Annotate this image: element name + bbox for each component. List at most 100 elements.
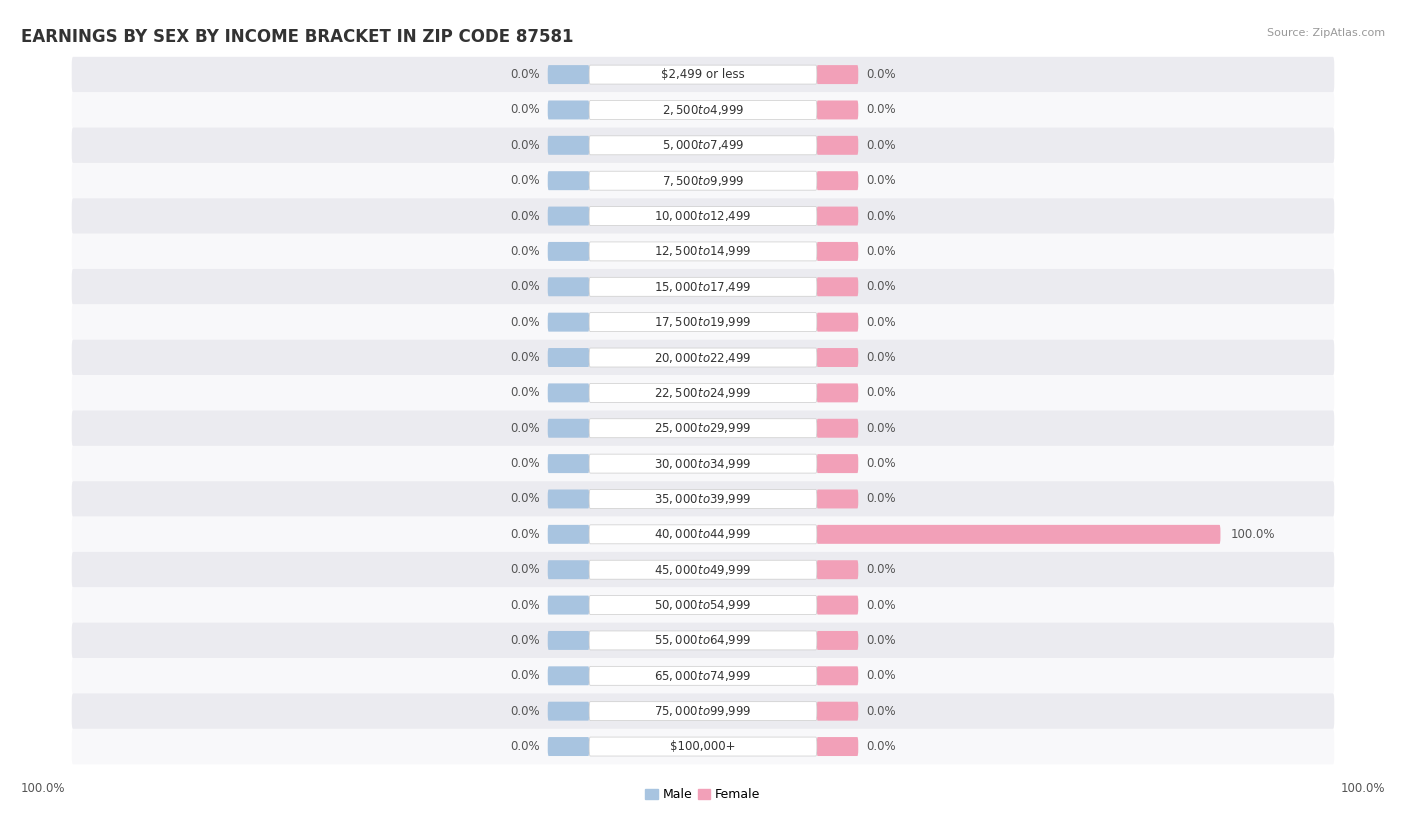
Text: 0.0%: 0.0% (866, 740, 896, 753)
FancyBboxPatch shape (589, 419, 817, 437)
FancyBboxPatch shape (548, 101, 589, 120)
Text: 0.0%: 0.0% (510, 634, 540, 647)
FancyBboxPatch shape (817, 313, 858, 332)
FancyBboxPatch shape (548, 737, 589, 756)
Text: $12,500 to $14,999: $12,500 to $14,999 (654, 245, 752, 259)
FancyBboxPatch shape (589, 172, 817, 190)
FancyBboxPatch shape (72, 516, 1334, 552)
Text: 0.0%: 0.0% (510, 705, 540, 718)
Text: $17,500 to $19,999: $17,500 to $19,999 (654, 315, 752, 329)
FancyBboxPatch shape (72, 375, 1334, 411)
Text: 100.0%: 100.0% (21, 782, 66, 795)
Text: 0.0%: 0.0% (510, 351, 540, 364)
Text: $20,000 to $22,499: $20,000 to $22,499 (654, 350, 752, 364)
Text: 0.0%: 0.0% (866, 386, 896, 399)
Text: 0.0%: 0.0% (866, 139, 896, 152)
FancyBboxPatch shape (72, 128, 1334, 163)
Text: 0.0%: 0.0% (510, 210, 540, 223)
Legend: Male, Female: Male, Female (641, 783, 765, 806)
FancyBboxPatch shape (817, 596, 858, 615)
FancyBboxPatch shape (589, 348, 817, 367)
Text: Source: ZipAtlas.com: Source: ZipAtlas.com (1267, 28, 1385, 38)
FancyBboxPatch shape (589, 737, 817, 756)
FancyBboxPatch shape (72, 57, 1334, 93)
FancyBboxPatch shape (589, 454, 817, 473)
Text: 0.0%: 0.0% (866, 280, 896, 293)
Text: $100,000+: $100,000+ (671, 740, 735, 753)
FancyBboxPatch shape (589, 313, 817, 332)
Text: 0.0%: 0.0% (510, 174, 540, 187)
FancyBboxPatch shape (817, 560, 858, 579)
FancyBboxPatch shape (817, 489, 858, 508)
FancyBboxPatch shape (548, 631, 589, 650)
Text: 0.0%: 0.0% (866, 634, 896, 647)
Text: $55,000 to $64,999: $55,000 to $64,999 (654, 633, 752, 647)
FancyBboxPatch shape (548, 313, 589, 332)
FancyBboxPatch shape (589, 277, 817, 296)
Text: 0.0%: 0.0% (510, 740, 540, 753)
Text: 0.0%: 0.0% (866, 457, 896, 470)
Text: 100.0%: 100.0% (1230, 528, 1275, 541)
FancyBboxPatch shape (589, 65, 817, 84)
FancyBboxPatch shape (589, 596, 817, 615)
FancyBboxPatch shape (548, 560, 589, 579)
Text: $2,499 or less: $2,499 or less (661, 68, 745, 81)
Text: 0.0%: 0.0% (510, 386, 540, 399)
FancyBboxPatch shape (589, 101, 817, 120)
FancyBboxPatch shape (589, 667, 817, 685)
Text: $35,000 to $39,999: $35,000 to $39,999 (654, 492, 752, 506)
FancyBboxPatch shape (589, 207, 817, 225)
Text: 0.0%: 0.0% (510, 493, 540, 506)
FancyBboxPatch shape (817, 348, 858, 367)
FancyBboxPatch shape (72, 623, 1334, 659)
FancyBboxPatch shape (589, 489, 817, 508)
Text: 0.0%: 0.0% (510, 139, 540, 152)
Text: $40,000 to $44,999: $40,000 to $44,999 (654, 528, 752, 541)
Text: 0.0%: 0.0% (510, 280, 540, 293)
FancyBboxPatch shape (548, 172, 589, 190)
FancyBboxPatch shape (548, 489, 589, 508)
Text: 0.0%: 0.0% (866, 174, 896, 187)
FancyBboxPatch shape (72, 304, 1334, 340)
FancyBboxPatch shape (589, 384, 817, 402)
FancyBboxPatch shape (589, 702, 817, 720)
Text: 0.0%: 0.0% (510, 68, 540, 81)
Text: 0.0%: 0.0% (510, 422, 540, 435)
Text: 0.0%: 0.0% (510, 528, 540, 541)
Text: $5,000 to $7,499: $5,000 to $7,499 (662, 138, 744, 152)
FancyBboxPatch shape (817, 65, 858, 84)
Text: $10,000 to $12,499: $10,000 to $12,499 (654, 209, 752, 223)
Text: 0.0%: 0.0% (510, 103, 540, 116)
FancyBboxPatch shape (817, 242, 858, 261)
FancyBboxPatch shape (589, 631, 817, 650)
Text: $15,000 to $17,499: $15,000 to $17,499 (654, 280, 752, 293)
FancyBboxPatch shape (548, 702, 589, 720)
FancyBboxPatch shape (548, 242, 589, 261)
FancyBboxPatch shape (589, 242, 817, 261)
FancyBboxPatch shape (72, 693, 1334, 729)
FancyBboxPatch shape (817, 667, 858, 685)
FancyBboxPatch shape (72, 658, 1334, 693)
Text: 0.0%: 0.0% (866, 103, 896, 116)
FancyBboxPatch shape (72, 552, 1334, 588)
FancyBboxPatch shape (589, 525, 817, 544)
Text: 0.0%: 0.0% (510, 457, 540, 470)
FancyBboxPatch shape (817, 136, 858, 154)
Text: 0.0%: 0.0% (866, 210, 896, 223)
FancyBboxPatch shape (548, 277, 589, 296)
FancyBboxPatch shape (72, 587, 1334, 623)
FancyBboxPatch shape (817, 419, 858, 437)
FancyBboxPatch shape (72, 233, 1334, 269)
FancyBboxPatch shape (817, 454, 858, 473)
Text: 0.0%: 0.0% (866, 315, 896, 328)
FancyBboxPatch shape (817, 101, 858, 120)
FancyBboxPatch shape (817, 172, 858, 190)
Text: 0.0%: 0.0% (510, 598, 540, 611)
Text: 0.0%: 0.0% (866, 422, 896, 435)
FancyBboxPatch shape (548, 384, 589, 402)
FancyBboxPatch shape (548, 525, 589, 544)
Text: $2,500 to $4,999: $2,500 to $4,999 (662, 103, 744, 117)
FancyBboxPatch shape (72, 92, 1334, 128)
FancyBboxPatch shape (589, 136, 817, 154)
FancyBboxPatch shape (817, 384, 858, 402)
